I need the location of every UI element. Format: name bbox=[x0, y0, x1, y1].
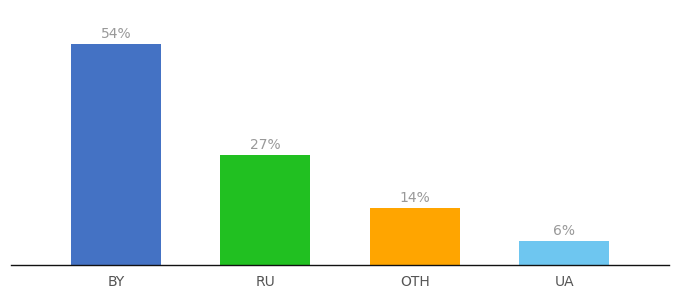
Text: 6%: 6% bbox=[554, 224, 575, 238]
Text: 14%: 14% bbox=[399, 191, 430, 205]
Text: 27%: 27% bbox=[250, 138, 281, 152]
Bar bbox=[71, 44, 160, 265]
Bar bbox=[220, 154, 310, 265]
Text: 54%: 54% bbox=[101, 27, 131, 41]
Bar bbox=[520, 241, 609, 265]
Bar bbox=[370, 208, 460, 265]
